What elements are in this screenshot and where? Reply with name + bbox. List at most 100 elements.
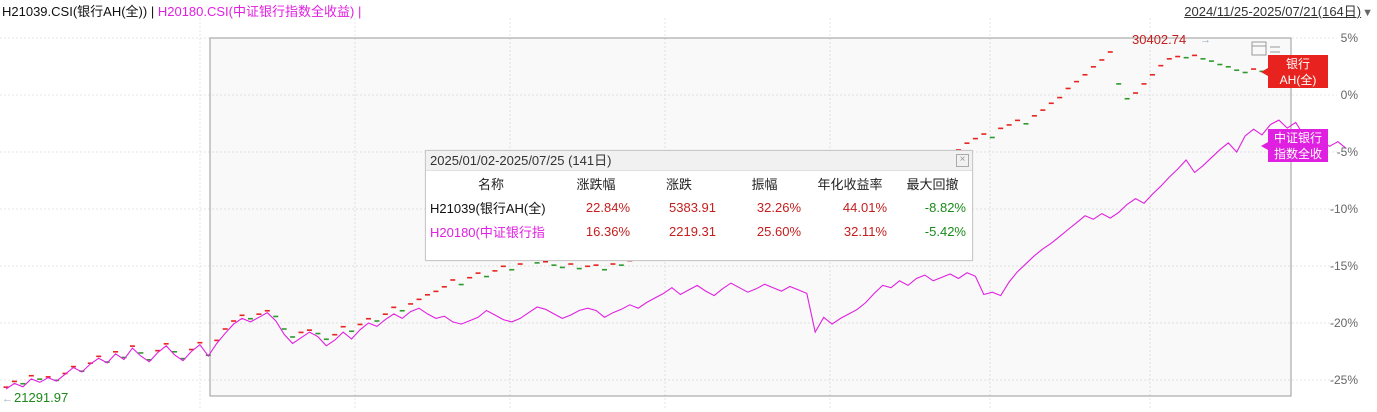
col-change-header: 涨跌 (665, 176, 692, 192)
series-ah-tag: 银行AH(全) (1261, 55, 1328, 88)
row-change: 2219.31 (669, 223, 716, 239)
row-drawdown: -8.82% (924, 199, 966, 215)
ah-candle (180, 357, 186, 360)
ah-candle (1234, 69, 1240, 72)
ah-candle (374, 320, 380, 322)
ah-candle (534, 262, 540, 264)
stats-row-index: H20180(中证银行指 16.36% 2219.31 25.60% 32.11… (426, 219, 972, 243)
ah-candle (989, 136, 995, 139)
stats-row-ah: H21039(银行AH(全) 22.84% 5383.91 32.26% 44.… (426, 195, 972, 219)
ah-candle (96, 355, 102, 358)
legend-separator: | (357, 4, 362, 19)
triangle-down-icon[interactable]: ▼ (1362, 7, 1373, 19)
ah-candle (332, 333, 338, 336)
y-tick-label: -25% (1330, 373, 1358, 387)
col-name-header: 名称 (477, 176, 504, 192)
col-drawdown-header: 最大回撤 (906, 176, 959, 192)
chart-legend: H21039.CSI(银行AH(全)) | H20180.CSI(中证银行指数全… (2, 1, 361, 20)
stats-popup-header: 2025/01/02-2025/07/25 (141日) × (426, 151, 972, 171)
stats-popup: 2025/01/02-2025/07/25 (141日) × 名称 涨跌幅 涨跌… (425, 150, 973, 261)
date-range-text[interactable]: 2024/11/25-2025/07/21(164日) (1184, 4, 1362, 19)
ah-candle (500, 265, 506, 268)
ah-candle (1225, 66, 1231, 68)
ah-candle (365, 317, 371, 320)
stat-range-window[interactable] (209, 37, 1292, 397)
ah-candle (28, 374, 34, 377)
ah-candle (1065, 87, 1071, 90)
legend-separator: | (150, 4, 155, 19)
ah-candle (517, 263, 523, 265)
y-axis: 5% 0% -5% -10% -15% -20% -25% (1330, 31, 1358, 387)
series-ah-tag-label: 银行AH(全) (1279, 56, 1317, 87)
date-range-selector[interactable]: 2024/11/25-2025/07/21(164日)▼ (1184, 1, 1373, 20)
ah-candle (542, 260, 548, 263)
ah-candle (1175, 55, 1181, 58)
ah-candle (1015, 119, 1021, 122)
high-value-label: 30402.74 (1132, 32, 1186, 47)
legend-series-index[interactable]: H20180.CSI(中证银行指数全收益) (157, 4, 355, 19)
ah-candle (585, 265, 591, 268)
ah-candle (416, 298, 422, 301)
row-amplitude: 32.26% (756, 199, 801, 215)
series-index-line (5, 119, 1347, 390)
y-tick-label: 0% (1341, 88, 1359, 102)
ah-candle (492, 270, 498, 272)
ah-candle (1082, 73, 1088, 76)
ah-candle (264, 309, 270, 312)
ah-candle (231, 320, 237, 322)
row-annualized: 44.01% (842, 199, 887, 215)
ah-candle (104, 361, 110, 363)
ah-candle (349, 330, 355, 333)
ah-candle (1057, 96, 1063, 99)
y-tick-label: -15% (1330, 259, 1358, 273)
ah-candle (1200, 58, 1206, 60)
ah-candle (273, 315, 279, 318)
series-index-tag-label: 中证银行指数全收 (1273, 130, 1322, 161)
close-icon[interactable]: × (956, 154, 969, 167)
ah-candle (458, 283, 464, 286)
ah-candle (214, 339, 220, 342)
ah-candle (323, 338, 329, 341)
ah-candle (54, 379, 60, 382)
ah-candle (37, 378, 43, 380)
ah-candle (357, 323, 363, 326)
ah-candle (1192, 54, 1198, 57)
ah-candle (601, 268, 607, 271)
legend-series-ah[interactable]: H21039.CSI(银行AH(全)) (2, 4, 148, 19)
ah-candle (163, 343, 169, 345)
y-tick-label: -20% (1330, 316, 1358, 330)
ah-candle (433, 290, 439, 293)
low-value-label: 21291.97 (14, 390, 68, 405)
window-icon[interactable] (1251, 41, 1280, 56)
ah-candle (1031, 115, 1037, 117)
ah-candle (1166, 58, 1172, 60)
ah-candle (121, 356, 127, 359)
ah-candle (509, 268, 515, 271)
ah-candle (70, 365, 76, 368)
ah-candle (1208, 60, 1214, 62)
ah-candle (45, 376, 51, 378)
ah-candle (610, 263, 616, 265)
high-arrow-icon: → (1200, 34, 1211, 46)
ah-candle (551, 264, 557, 266)
y-tick-label: 5% (1341, 31, 1359, 45)
ah-candle (1023, 123, 1029, 125)
ah-candle (1124, 97, 1130, 100)
col-annualized-header: 年化收益率 (817, 176, 883, 192)
ah-candle (972, 137, 978, 140)
ah-candle (467, 276, 473, 279)
stats-table: 名称 涨跌幅 涨跌 振幅 年化收益率 最大回撤 H21039(银行AH(全) 2… (426, 171, 972, 243)
ah-candle (62, 372, 68, 375)
row-change-pct: 22.84% (585, 199, 630, 215)
ah-candle (618, 264, 624, 266)
ah-candle (113, 351, 119, 353)
ah-candle (964, 142, 970, 144)
row-name: H21039(银行AH(全) (430, 200, 546, 216)
ah-candle (1141, 83, 1147, 85)
ah-candle (399, 309, 405, 312)
ah-candle (1133, 92, 1139, 94)
ah-candle (1090, 66, 1096, 68)
ah-candle (20, 382, 26, 385)
ah-candle (79, 370, 85, 372)
ah-candle (441, 286, 447, 288)
